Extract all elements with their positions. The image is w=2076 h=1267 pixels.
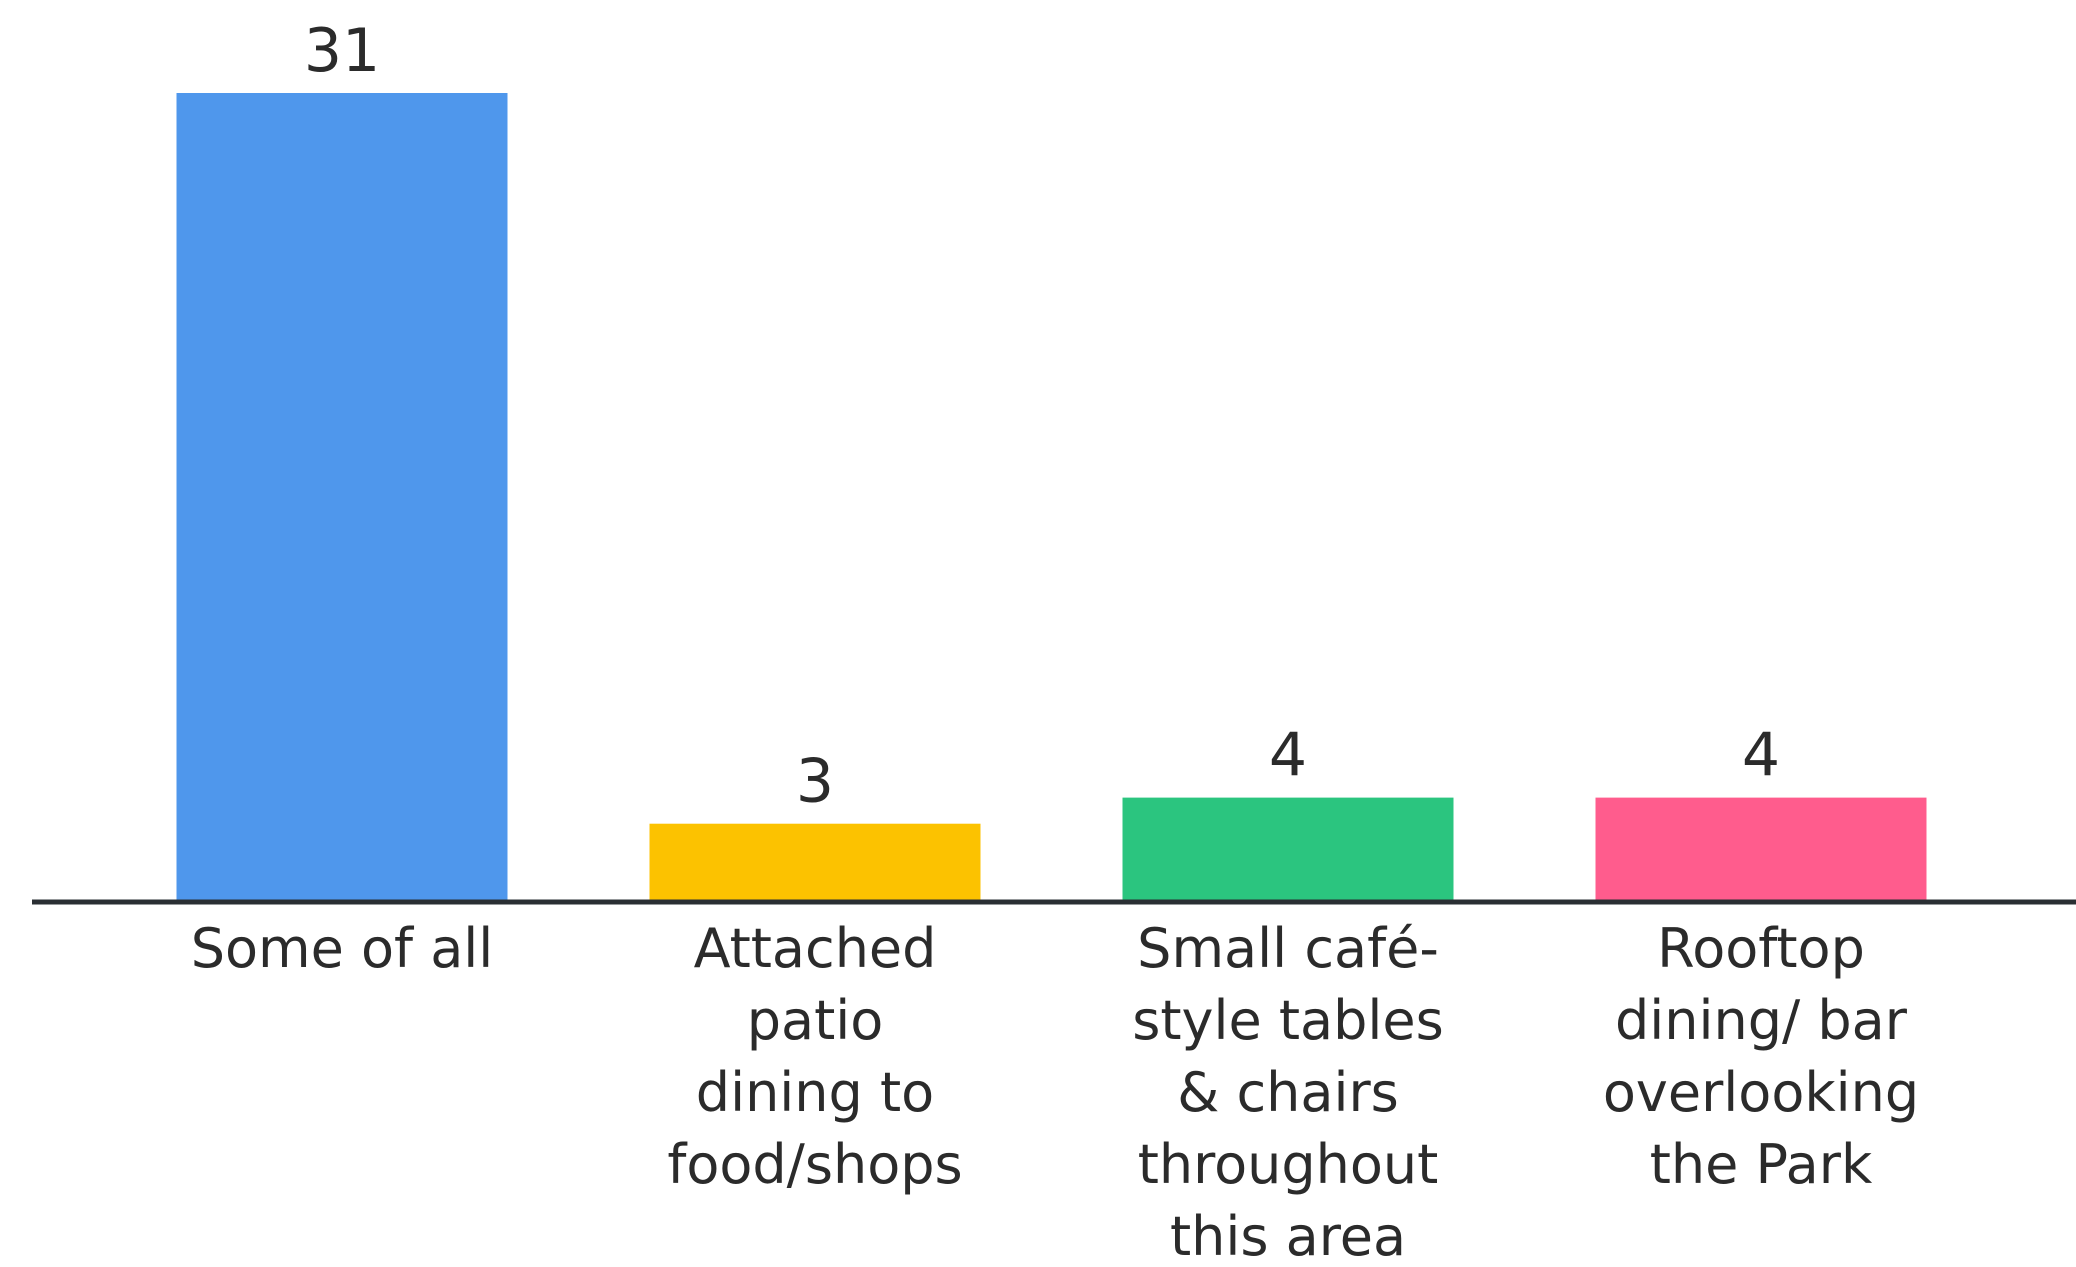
bar-4	[1595, 797, 1927, 902]
category-label-line: dining to	[696, 1061, 934, 1124]
category-label-line: & chairs	[1177, 1061, 1399, 1124]
value-labels-layer: 31 3 4 4	[304, 16, 1780, 817]
bar-value-label-1: 31	[304, 16, 380, 86]
bar-3	[1122, 797, 1454, 902]
bars-layer	[176, 93, 1927, 902]
category-label-line: throughout	[1138, 1133, 1439, 1196]
category-label-line: food/shops	[667, 1133, 962, 1196]
category-label-line: Small café-	[1137, 917, 1439, 980]
category-label-4: Rooftop dining/ bar overlooking the Park	[1603, 917, 1919, 1196]
category-label-line: patio	[747, 989, 884, 1052]
category-label-line: Rooftop	[1657, 917, 1865, 980]
category-label-2: Attached patio dining to food/shops	[667, 917, 962, 1196]
category-label-line: Some of all	[191, 917, 494, 980]
category-label-line: the Park	[1650, 1133, 1873, 1196]
category-label-line: this area	[1170, 1205, 1406, 1267]
category-labels-layer: Some of all Attached patio dining to food/sh…	[191, 917, 1919, 1267]
bar-2	[649, 823, 981, 902]
category-label-1: Some of all	[191, 917, 494, 980]
category-label-line: dining/ bar	[1615, 989, 1908, 1052]
bar-value-label-3: 4	[1269, 721, 1307, 791]
bar-1	[176, 93, 508, 902]
category-label-line: overlooking	[1603, 1061, 1919, 1124]
category-label-line: style tables	[1132, 989, 1444, 1052]
bar-value-label-2: 3	[796, 747, 834, 817]
category-label-3: Small café-style tables & chairs throughou…	[1132, 917, 1444, 1267]
category-label-line: Attached	[694, 917, 937, 980]
bar-value-label-4: 4	[1742, 721, 1780, 791]
